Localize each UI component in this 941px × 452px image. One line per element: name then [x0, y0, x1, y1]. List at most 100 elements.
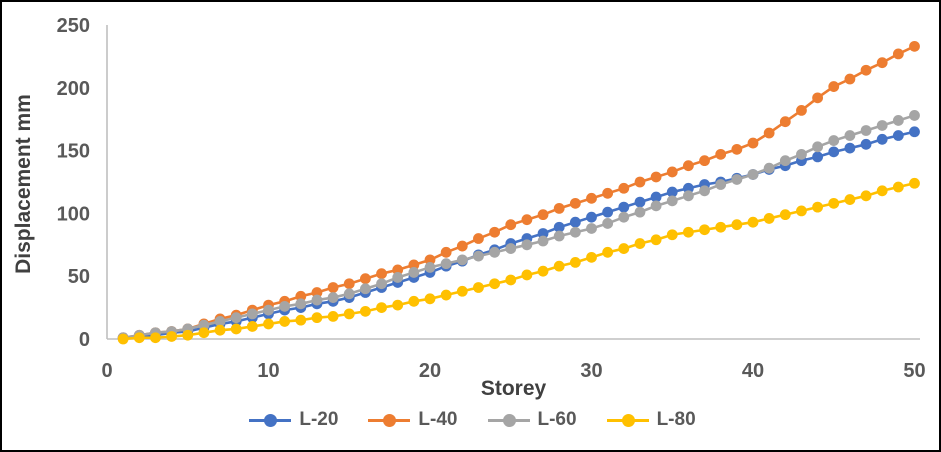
series-marker-l-40 [343, 278, 355, 290]
series-marker-l-80 [796, 205, 807, 217]
legend-marker-icon [487, 413, 530, 427]
series-marker-l-60 [812, 141, 823, 153]
y-tick-label: 150 [57, 141, 90, 163]
series-marker-l-80 [392, 299, 404, 311]
series-marker-l-80 [117, 333, 129, 345]
series-marker-l-40 [731, 143, 743, 155]
legend: L-20 L-40 L-60 L-80 [2, 404, 939, 436]
series-marker-l-20 [844, 142, 856, 154]
series-marker-l-80 [602, 246, 614, 258]
series-marker-l-60 [683, 190, 694, 202]
series-marker-l-20 [876, 133, 888, 145]
series-marker-l-80 [553, 260, 565, 272]
series-marker-l-40 [392, 264, 404, 276]
series-marker-l-20 [860, 138, 872, 150]
series-marker-l-80 [634, 238, 646, 249]
series-marker-l-40 [489, 226, 500, 238]
x-tick-label: 40 [742, 360, 764, 382]
series-marker-l-60 [440, 258, 452, 270]
series-marker-l-80 [586, 251, 597, 263]
series-marker-l-60 [796, 148, 807, 160]
x-tick-label: 0 [101, 360, 112, 382]
series-marker-l-40 [860, 64, 872, 76]
series-marker-l-20 [634, 196, 646, 208]
series-marker-l-60 [602, 218, 614, 229]
series-marker-l-80 [909, 177, 920, 189]
series-marker-l-40 [327, 282, 339, 293]
series-marker-l-20 [828, 146, 840, 158]
series-marker-l-60 [505, 243, 517, 254]
series-marker-l-80 [715, 221, 727, 233]
series-marker-l-40 [747, 137, 759, 149]
series-marker-l-80 [133, 332, 145, 344]
series-marker-l-40 [473, 233, 484, 244]
series-marker-l-60 [876, 120, 888, 131]
series-marker-l-40 [699, 155, 710, 167]
series-marker-l-20 [666, 186, 678, 198]
series-marker-l-80 [182, 329, 194, 341]
legend-marker-icon [249, 413, 292, 427]
series-marker-l-80 [779, 209, 791, 221]
series-marker-l-40 [892, 48, 904, 60]
series-marker-l-20 [812, 151, 823, 163]
y-tick-label: 200 [57, 78, 90, 100]
series-marker-l-80 [763, 213, 775, 224]
series-marker-l-40 [634, 176, 646, 188]
series-marker-l-40 [586, 192, 597, 204]
series-line-l-20 [123, 130, 915, 340]
series-marker-l-80 [569, 256, 581, 268]
series-marker-l-40 [844, 73, 856, 85]
series-marker-l-80 [279, 316, 291, 327]
series-marker-l-80 [166, 331, 178, 342]
series-marker-l-20 [602, 206, 614, 218]
series-marker-l-20 [618, 201, 630, 213]
series-marker-l-80 [327, 310, 339, 322]
series-marker-l-80 [747, 216, 759, 228]
series-marker-l-40 [295, 290, 307, 302]
series-marker-l-60 [360, 283, 371, 295]
series-marker-l-80 [440, 289, 452, 301]
series-marker-l-40 [618, 182, 630, 194]
series-marker-l-80 [360, 305, 371, 317]
series-marker-l-80 [311, 312, 323, 324]
series-marker-l-80 [214, 324, 226, 336]
series-marker-l-40 [521, 214, 533, 226]
series-marker-l-80 [892, 181, 904, 193]
series-marker-l-40 [505, 219, 517, 231]
series-marker-l-80 [666, 229, 678, 241]
series-marker-l-40 [683, 160, 694, 172]
series-marker-l-80 [150, 332, 161, 344]
series-marker-l-40 [909, 40, 920, 52]
series-marker-l-40 [537, 209, 549, 221]
series-marker-l-80 [489, 278, 500, 290]
series-marker-l-40 [376, 268, 387, 280]
series-marker-l-80 [246, 321, 258, 332]
series-marker-l-60 [295, 298, 307, 310]
series-marker-l-80 [699, 224, 710, 236]
series-marker-l-60 [569, 226, 581, 238]
series-marker-l-60 [327, 292, 339, 303]
series-marker-l-80 [198, 327, 210, 339]
series-line-l-60 [122, 114, 915, 340]
series-marker-l-60 [456, 254, 468, 266]
y-tick-label: 100 [57, 203, 90, 225]
series-marker-l-20 [537, 228, 549, 239]
x-tick-label: 10 [257, 360, 279, 382]
series-marker-l-60 [586, 223, 597, 234]
series-marker-l-40 [424, 254, 436, 266]
series-marker-l-80 [295, 314, 307, 326]
series-marker-l-60 [699, 185, 710, 197]
series-marker-l-60 [763, 162, 775, 174]
series-marker-l-40 [812, 92, 823, 104]
series-marker-l-40 [715, 148, 727, 160]
series-marker-l-40 [360, 273, 371, 285]
legend-marker-icon [606, 413, 649, 427]
legend-item-l-60: L-60 [487, 409, 577, 431]
series-marker-l-80 [263, 318, 274, 330]
series-marker-l-80 [812, 201, 823, 213]
x-tick-label: 30 [580, 360, 602, 382]
series-marker-l-60 [489, 246, 500, 258]
series-marker-l-80 [537, 265, 549, 277]
series-marker-l-60 [279, 300, 291, 312]
